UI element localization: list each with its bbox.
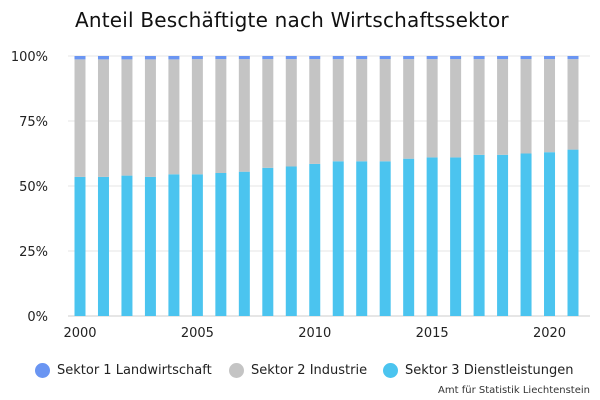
- y-tick-label: 100%: [11, 50, 48, 65]
- legend-marker-sektor-2: [229, 363, 244, 378]
- legend-item-sektor-1[interactable]: Sektor 1 Landwirtschaft: [35, 363, 212, 378]
- bar-segment[interactable]: [356, 161, 368, 316]
- bar-segment[interactable]: [403, 158, 415, 316]
- y-tick-label: 25%: [19, 245, 48, 260]
- bar-segment[interactable]: [332, 161, 344, 316]
- bar-segment[interactable]: [215, 59, 227, 174]
- bar-segment[interactable]: [544, 59, 556, 153]
- bar-segment[interactable]: [497, 59, 509, 155]
- bar-segment[interactable]: [262, 56, 274, 60]
- bar-segment[interactable]: [497, 154, 509, 316]
- legend-marker-sektor-1: [35, 363, 50, 378]
- legend-item-sektor-3[interactable]: Sektor 3 Dienstleistungen: [383, 363, 574, 378]
- bar-segment[interactable]: [97, 59, 109, 177]
- bar-segment[interactable]: [450, 157, 462, 316]
- bar-segment[interactable]: [426, 56, 438, 60]
- bar-segment[interactable]: [285, 59, 297, 167]
- bar-segment[interactable]: [97, 56, 109, 60]
- x-axis-ticks: 2000 2005 2010 2015 2020: [63, 326, 566, 341]
- bar-segment[interactable]: [191, 56, 203, 60]
- bar-segment[interactable]: [168, 174, 180, 316]
- bar-segment[interactable]: [426, 157, 438, 316]
- bar-segment[interactable]: [262, 59, 274, 168]
- bar-segment[interactable]: [97, 176, 109, 316]
- bar-segment[interactable]: [544, 56, 556, 60]
- bar-segment[interactable]: [238, 171, 250, 316]
- bar-segment[interactable]: [74, 56, 86, 60]
- source-credit: Amt für Statistik Liechtenstein: [438, 385, 590, 396]
- bar-segment[interactable]: [144, 56, 156, 60]
- x-tick-label: 2015: [416, 326, 449, 341]
- bar-segment[interactable]: [497, 56, 509, 60]
- bar-segment[interactable]: [74, 176, 86, 316]
- y-tick-label: 75%: [19, 115, 48, 130]
- x-tick-label: 2020: [533, 326, 566, 341]
- bar-segment[interactable]: [544, 152, 556, 316]
- bar-segment[interactable]: [567, 59, 579, 150]
- legend-label-sektor-3: Sektor 3 Dienstleistungen: [405, 363, 574, 378]
- legend-label-sektor-1: Sektor 1 Landwirtschaft: [57, 363, 212, 378]
- bar-segment[interactable]: [285, 56, 297, 60]
- x-tick-label: 2005: [181, 326, 214, 341]
- bar-segment[interactable]: [309, 59, 321, 164]
- bar-segment[interactable]: [379, 56, 391, 60]
- bar-segment[interactable]: [168, 59, 180, 175]
- bar-segment[interactable]: [379, 59, 391, 162]
- bars: [74, 56, 579, 317]
- bar-segment[interactable]: [215, 173, 227, 316]
- bar-segment[interactable]: [144, 59, 156, 177]
- bar-segment[interactable]: [450, 56, 462, 60]
- legend-label-sektor-2: Sektor 2 Industrie: [251, 363, 368, 378]
- y-axis-ticks: 0% 25% 50% 75% 100%: [11, 50, 48, 325]
- bar-segment[interactable]: [191, 174, 203, 316]
- legend-marker-sektor-3: [383, 363, 398, 378]
- bar-segment[interactable]: [238, 59, 250, 172]
- bar-segment[interactable]: [473, 59, 485, 155]
- bar-segment[interactable]: [473, 56, 485, 60]
- bar-segment[interactable]: [121, 56, 133, 60]
- bar-segment[interactable]: [403, 59, 415, 159]
- bar-segment[interactable]: [356, 59, 368, 162]
- bar-segment[interactable]: [309, 163, 321, 316]
- bar-segment[interactable]: [426, 59, 438, 158]
- bar-segment[interactable]: [215, 56, 227, 60]
- bar-segment[interactable]: [262, 167, 274, 316]
- bar-segment[interactable]: [285, 166, 297, 317]
- bar-segment[interactable]: [332, 59, 344, 162]
- bar-segment[interactable]: [567, 56, 579, 60]
- y-tick-label: 0%: [27, 310, 48, 325]
- bar-segment[interactable]: [567, 149, 579, 316]
- y-tick-label: 50%: [19, 180, 48, 195]
- bar-segment[interactable]: [191, 59, 203, 175]
- bar-segment[interactable]: [309, 56, 321, 60]
- bar-segment[interactable]: [379, 161, 391, 316]
- bar-segment[interactable]: [473, 154, 485, 316]
- bar-segment[interactable]: [238, 56, 250, 60]
- bar-segment[interactable]: [450, 59, 462, 158]
- bar-segment[interactable]: [520, 153, 532, 317]
- bar-segment[interactable]: [520, 59, 532, 154]
- bar-segment[interactable]: [168, 56, 180, 60]
- stacked-bar-chart: 0% 25% 50% 75% 100% 2000 2005 2010 2015 2020: [11, 50, 590, 341]
- x-tick-label: 2010: [298, 326, 331, 341]
- bar-segment[interactable]: [356, 56, 368, 60]
- bar-segment[interactable]: [403, 56, 415, 60]
- x-tick-label: 2000: [63, 326, 96, 341]
- bar-segment[interactable]: [121, 175, 133, 316]
- bar-segment[interactable]: [121, 59, 133, 176]
- legend-item-sektor-2[interactable]: Sektor 2 Industrie: [229, 363, 367, 378]
- bar-segment[interactable]: [144, 176, 156, 316]
- chart-title: Anteil Beschäftigte nach Wirtschaftssekt…: [75, 8, 509, 32]
- bar-segment[interactable]: [520, 56, 532, 60]
- bar-segment[interactable]: [74, 59, 86, 177]
- bar-segment[interactable]: [332, 56, 344, 60]
